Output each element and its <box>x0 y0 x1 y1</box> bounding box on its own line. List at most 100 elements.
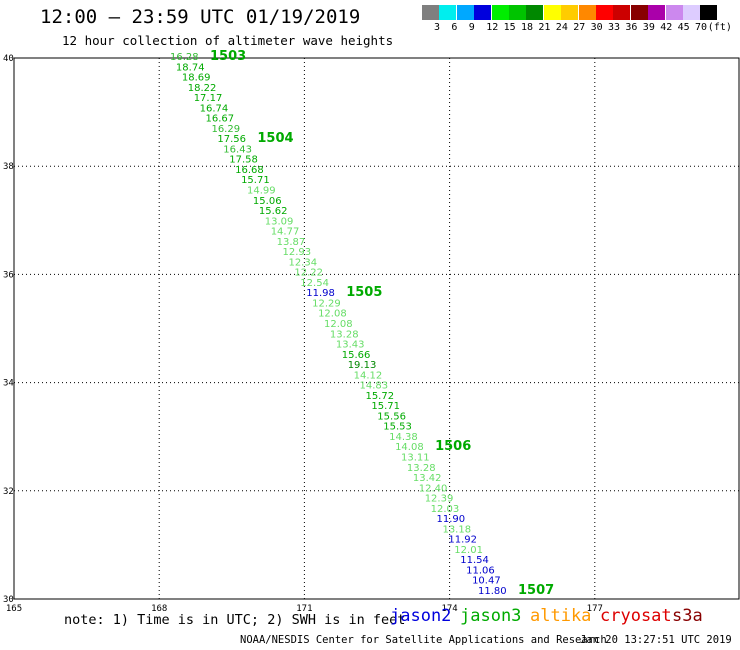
longitude-tick-label: 165 <box>6 604 22 614</box>
wave-height-value: 16.29 <box>211 124 240 135</box>
wave-height-value: 15.06 <box>253 196 282 207</box>
wave-height-value: 15.71 <box>371 401 400 412</box>
color-scale-label: 18 <box>521 22 534 33</box>
wave-height-value: 12.03 <box>431 504 460 515</box>
wave-height-value: 14.12 <box>354 370 383 381</box>
map-axes: 165 168 171 174 177 30 32 34 36 38 40 <box>3 54 603 614</box>
satellite-name: s3a <box>672 606 703 626</box>
latitude-tick-label: 30 <box>3 595 14 605</box>
wave-height-value: 14.38 <box>389 432 418 443</box>
color-swatch <box>596 5 613 20</box>
color-swatch <box>683 5 700 20</box>
wave-height-value: 16.43 <box>223 144 252 155</box>
wave-height-value: 11.98 <box>306 288 335 299</box>
map-grid <box>13 57 740 600</box>
time-label: 1507 <box>518 583 554 598</box>
satellite-name: altika <box>530 606 592 626</box>
wave-height-value: 13.11 <box>401 453 430 464</box>
color-swatch <box>665 5 683 20</box>
wave-height-value: 18.69 <box>182 73 211 84</box>
wave-height-value: 10.47 <box>472 576 501 587</box>
wave-height-value: 12.08 <box>318 309 347 320</box>
wave-height-value: 13.09 <box>265 216 294 227</box>
color-swatch <box>543 5 561 20</box>
color-scale-label: 12 <box>486 22 499 33</box>
color-swatch <box>648 5 666 20</box>
color-swatch <box>439 5 457 20</box>
color-scale-label: 27 <box>573 22 586 33</box>
latitude-tick-label: 36 <box>3 270 14 280</box>
satellite-name: jason2 <box>390 606 452 626</box>
wave-height-value: 17.58 <box>229 155 258 166</box>
color-scale-label: 24 <box>555 22 568 33</box>
wave-height-value: 19.13 <box>348 360 377 371</box>
latitude-tick-label: 32 <box>3 487 14 497</box>
wave-height-value: 16.68 <box>235 165 264 176</box>
map-subtitle: 12 hour collection of altimeter wave hei… <box>62 33 394 48</box>
wave-height-value: 12.54 <box>300 278 329 289</box>
wave-height-value: 17.56 <box>217 134 246 145</box>
wave-height-value: 12.93 <box>283 247 312 258</box>
wave-height-value: 11.06 <box>466 565 495 576</box>
color-swatch <box>613 5 631 20</box>
color-swatch <box>474 5 492 20</box>
wave-height-value: 15.56 <box>377 411 406 422</box>
color-scale-label: 39 <box>642 22 655 33</box>
wave-height-value: 15.62 <box>259 206 288 217</box>
wave-height-value: 13.18 <box>442 524 471 535</box>
color-scale-label: 15 <box>503 22 516 33</box>
color-swatch <box>700 5 718 20</box>
color-scale-label: 9 <box>468 22 475 33</box>
color-scale-label: 36 <box>625 22 638 33</box>
longitude-tick-label: 177 <box>587 604 603 614</box>
color-scale-label: 42 <box>660 22 673 33</box>
wave-height-value: 12.34 <box>288 257 317 268</box>
map-title: 12:00 – 23:59 UTC 01/19/2019 <box>40 6 361 28</box>
wave-height-value: 12.39 <box>425 494 454 505</box>
wave-height-value: 15.66 <box>342 350 371 361</box>
altimeter-track: 16.2818.7418.6918.2217.1716.7416.6716.29… <box>170 49 554 598</box>
wave-height-value: 11.90 <box>437 514 466 525</box>
wave-height-value: 11.92 <box>448 535 477 546</box>
wave-height-value: 17.17 <box>194 93 223 104</box>
color-scale-label: 3 <box>434 22 441 33</box>
wave-height-value: 16.67 <box>206 114 235 125</box>
wave-height-value: 13.28 <box>330 329 359 340</box>
wave-height-value: 14.99 <box>247 186 276 197</box>
time-label: 1505 <box>346 285 382 300</box>
time-label: 1503 <box>210 49 246 64</box>
wave-height-value: 16.28 <box>170 52 199 63</box>
wave-height-value: 13.43 <box>336 340 365 351</box>
latitude-tick-label: 34 <box>3 379 14 389</box>
wave-height-value: 12.08 <box>324 319 353 330</box>
wave-height-value: 12.22 <box>294 268 323 279</box>
wave-height-value: 13.42 <box>413 473 442 484</box>
wave-height-value: 11.80 <box>478 586 507 597</box>
color-swatch <box>526 5 544 20</box>
color-scale-label: 6 <box>451 22 458 33</box>
wave-height-value: 14.83 <box>360 381 389 392</box>
wave-height-value: 15.72 <box>365 391 394 402</box>
color-swatch <box>491 5 509 20</box>
map-frame <box>13 57 740 600</box>
color-swatch <box>561 5 579 20</box>
wave-height-value: 16.74 <box>200 103 229 114</box>
color-swatch <box>422 5 439 20</box>
wave-height-value: 14.08 <box>395 442 424 453</box>
color-swatch <box>456 5 474 20</box>
latitude-tick-label: 38 <box>3 162 14 172</box>
longitude-tick-label: 171 <box>296 604 312 614</box>
satellite-name: jason3 <box>460 606 522 626</box>
wave-height-value: 12.40 <box>419 483 448 494</box>
wave-height-value: 18.22 <box>188 83 217 94</box>
wave-height-value: 18.74 <box>176 62 205 73</box>
wave-height-value: 14.77 <box>271 227 300 238</box>
wave-height-value: 13.28 <box>407 463 436 474</box>
wave-height-value: 13.87 <box>277 237 306 248</box>
footer-note: note: 1) Time is in UTC; 2) SWH is in fe… <box>64 612 406 628</box>
color-scale-label: 33 <box>608 22 621 33</box>
wave-height-value: 11.54 <box>460 555 489 566</box>
longitude-tick-label: 168 <box>151 604 167 614</box>
color-swatch <box>578 5 596 20</box>
